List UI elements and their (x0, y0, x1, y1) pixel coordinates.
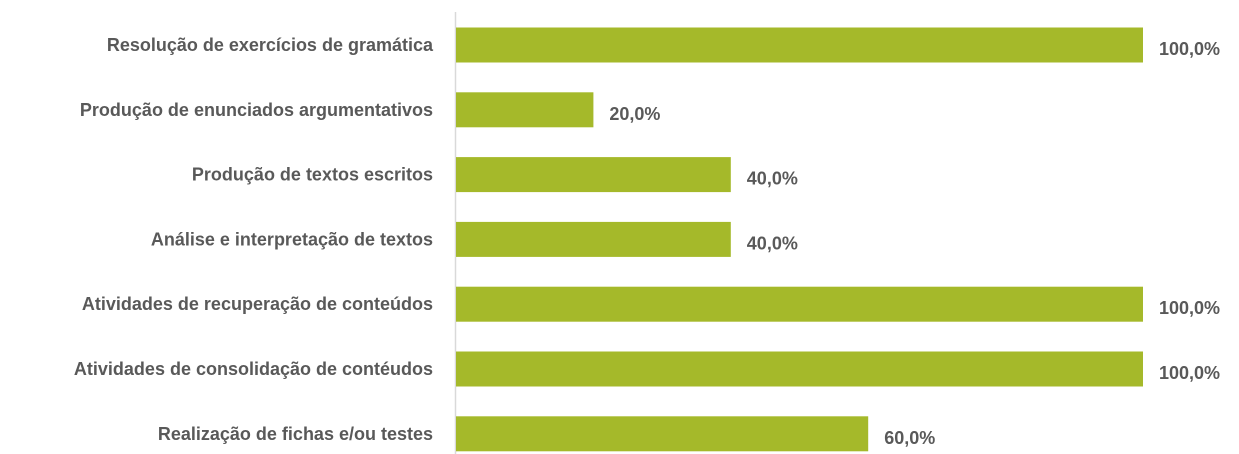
bar-6 (456, 416, 869, 452)
category-labels-group: Resolução de exercícios de gramática Prod… (74, 35, 434, 444)
category-label-4: Atividades de recuperação de conteúdos (82, 294, 433, 314)
value-label-2: 40,0% (747, 169, 798, 189)
category-label-6: Realização de fichas e/ou testes (158, 424, 433, 444)
bar-2 (456, 157, 731, 193)
value-label-5: 100,0% (1159, 363, 1220, 383)
bar-0 (456, 27, 1143, 63)
value-label-3: 40,0% (747, 233, 798, 253)
bar-4 (456, 286, 1143, 322)
category-label-3: Análise e interpretação de textos (151, 229, 433, 249)
bar-1 (456, 92, 594, 128)
value-labels-group: 100,0% 20,0% 40,0% 40,0% 100,0% 100,0% 60,0% (609, 39, 1220, 448)
value-label-1: 20,0% (609, 104, 660, 124)
value-label-6: 60,0% (884, 428, 935, 448)
category-label-2: Produção de textos escritos (192, 165, 433, 185)
value-label-0: 100,0% (1159, 39, 1220, 59)
bars-group (456, 27, 1143, 452)
bar-5 (456, 351, 1143, 387)
category-label-5: Atividades de consolidação de contéudos (74, 359, 433, 379)
value-label-4: 100,0% (1159, 298, 1220, 318)
category-label-1: Produção de enunciados argumentativos (80, 100, 433, 120)
bar-3 (456, 221, 731, 257)
category-label-0: Resolução de exercícios de gramática (107, 35, 434, 55)
